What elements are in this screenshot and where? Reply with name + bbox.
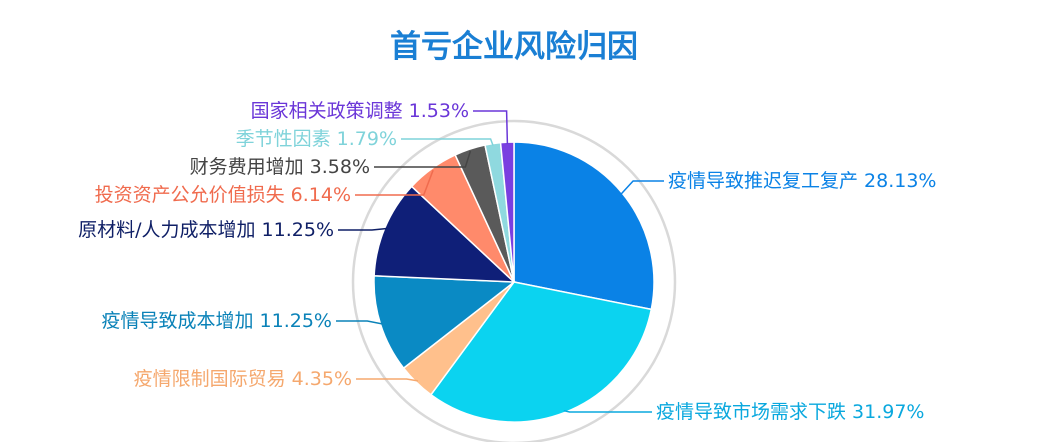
leader-line <box>401 138 494 146</box>
leader-lines <box>336 110 664 413</box>
pie-slices <box>373 141 655 423</box>
pie-outer-ring <box>351 119 677 442</box>
leader-line <box>374 150 472 168</box>
leader-line <box>338 227 387 231</box>
slice-label: 财务费用增加 3.58% <box>190 156 370 178</box>
slice-label: 疫情导致推迟复工复产 28.13% <box>668 170 937 192</box>
slice-label: 原材料/人力成本增加 11.25% <box>78 219 334 241</box>
slice-labels: 疫情导致推迟复工复产 28.13% 疫情导致市场需求下跌 31.97% 疫情限制国际… <box>78 100 936 423</box>
pie-slice <box>373 185 516 283</box>
slice-label: 国家相关政策调整 1.53% <box>251 100 469 122</box>
leader-line <box>356 378 418 382</box>
leader-line <box>563 409 652 413</box>
slice-label: 季节性因素 1.79% <box>236 128 397 150</box>
pie-slice <box>429 281 653 423</box>
slice-label: 投资资产公允价值损失 6.14% <box>95 184 351 206</box>
slice-label: 疫情导致市场需求下跌 31.97% <box>656 401 925 423</box>
slice-label: 疫情导致成本增加 11.25% <box>102 310 333 332</box>
chart-title: 首亏企业风险归因 <box>390 29 638 65</box>
pie-slice <box>373 274 517 370</box>
leader-line <box>355 169 434 196</box>
pie-slice <box>513 141 655 311</box>
leader-line <box>473 110 509 145</box>
leader-line <box>620 180 664 196</box>
leader-line <box>336 320 383 325</box>
slice-label: 疫情限制国际贸易 4.35% <box>134 368 352 390</box>
